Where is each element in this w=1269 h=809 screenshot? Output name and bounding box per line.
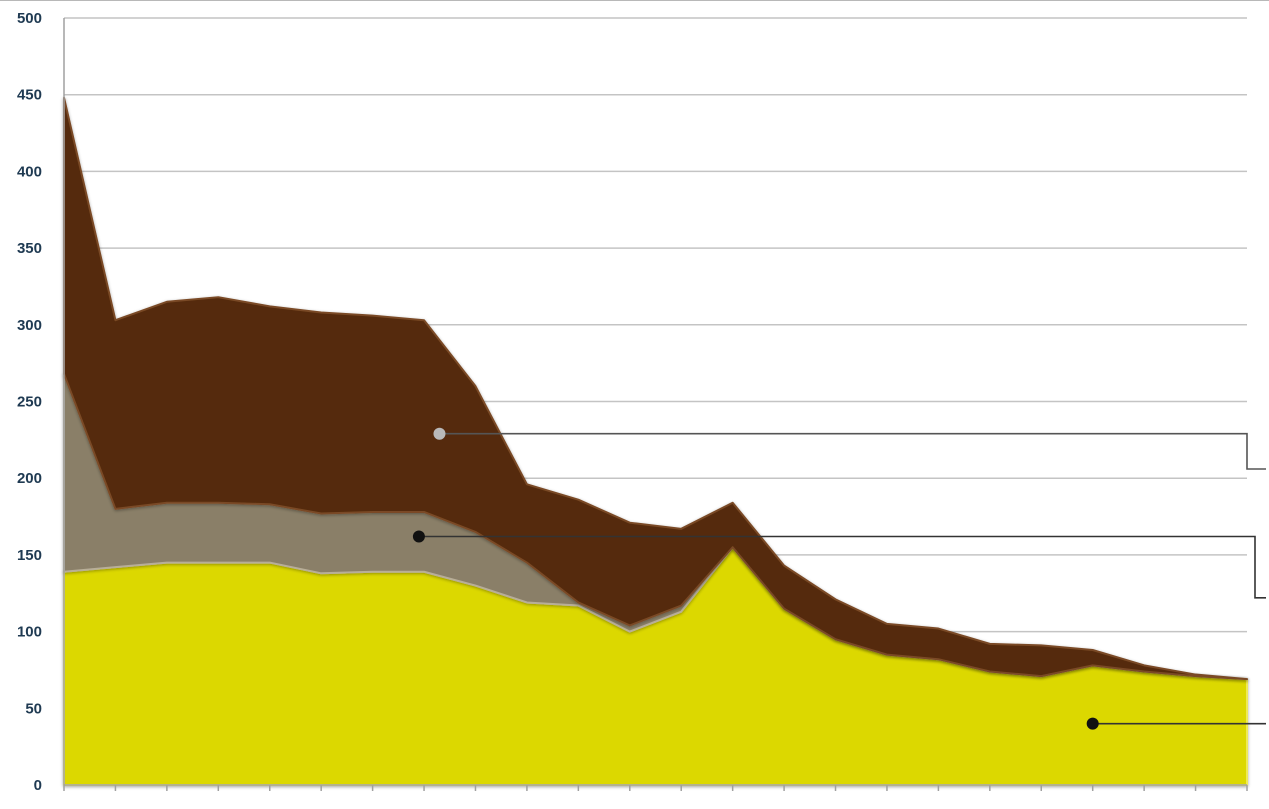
- y-tick-label: 200: [17, 470, 42, 487]
- y-tick-label: 100: [17, 624, 42, 641]
- callout-dot: [433, 427, 446, 440]
- y-tick-label: 350: [17, 240, 42, 257]
- callout-line: [418, 535, 1266, 599]
- area-series-3: [63, 96, 1248, 681]
- callout-dot: [412, 530, 425, 543]
- y-tick-label: 400: [17, 163, 42, 180]
- y-axis-tick-labels: 0 50 100 150 200 250 300 350 400 450 500: [17, 10, 42, 794]
- callout-leaders: [412, 427, 1266, 730]
- y-tick-label: 150: [17, 547, 42, 564]
- area-series: [63, 96, 1248, 786]
- y-tick-label: 450: [17, 87, 42, 104]
- y-tick-label: 500: [17, 10, 42, 27]
- y-tick-label: 300: [17, 317, 42, 334]
- top-border: [0, 0, 1269, 1]
- callout-dot: [1086, 717, 1099, 730]
- axes: [63, 18, 1248, 791]
- callout-line: [439, 432, 1266, 470]
- y-tick-label: 250: [17, 394, 42, 411]
- y-tick-label: 50: [25, 700, 42, 717]
- y-tick-label: 0: [34, 777, 42, 794]
